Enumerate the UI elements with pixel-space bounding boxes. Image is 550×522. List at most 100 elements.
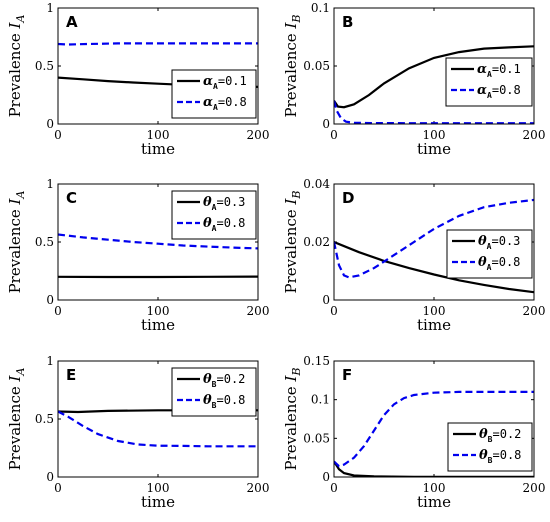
y-tick-label: 0.1 <box>311 1 330 15</box>
legend: θB=0.2 θB=0.8 <box>447 422 533 472</box>
legend-entry: αA=0.8 <box>477 83 521 100</box>
legend-box <box>171 367 257 417</box>
x-tick-label: 0 <box>54 304 62 318</box>
x-tick-label: 200 <box>523 481 546 495</box>
x-axis-label: time <box>141 316 175 334</box>
x-tick-label: 0 <box>54 481 62 495</box>
x-tick-label: 0 <box>330 304 338 318</box>
panel-letter: C <box>66 189 77 207</box>
y-tick-label: 0.04 <box>303 177 330 191</box>
x-axis-label: time <box>417 493 451 511</box>
y-tick-label: 0.15 <box>303 354 330 368</box>
series-line-2 <box>334 390 534 468</box>
x-tick-label: 100 <box>423 304 446 318</box>
series-line-2 <box>334 198 534 279</box>
legend-entry: θA=0.8 <box>203 216 245 233</box>
panel-letter: B <box>342 13 353 31</box>
y-axis-label: Prevalence IA <box>6 368 27 471</box>
series-line-2 <box>58 410 258 448</box>
x-axis-label: time <box>417 316 451 334</box>
legend-entry: θB=0.2 <box>479 427 521 444</box>
legend-entry: θB=0.8 <box>479 448 521 465</box>
legend-entry: αA=0.8 <box>203 95 247 112</box>
y-axis-label: Prevalence IA <box>6 15 27 118</box>
series-line-2 <box>58 233 258 250</box>
y-axis-label: Prevalence IB <box>282 15 303 118</box>
y-tick-label: 0 <box>322 470 330 484</box>
y-tick-label: 1 <box>46 1 54 15</box>
y-tick-label: 0 <box>46 117 54 131</box>
legend-entry: αA=0.1 <box>203 74 247 91</box>
x-tick-label: 200 <box>247 128 270 142</box>
x-tick-label: 200 <box>523 128 546 142</box>
y-tick-label: 0 <box>322 117 330 131</box>
legend-box <box>171 190 257 240</box>
legend-box <box>171 69 257 119</box>
plot-frame <box>57 7 259 125</box>
x-tick-label: 200 <box>523 304 546 318</box>
x-axis-label: time <box>417 140 451 158</box>
y-axis-label: Prevalence IB <box>282 191 303 294</box>
x-tick-label: 0 <box>330 481 338 495</box>
legend-box <box>446 229 533 279</box>
series-line-1 <box>334 240 534 294</box>
panel-letter: E <box>66 366 76 384</box>
plot-frame <box>333 7 535 125</box>
legend-entry: θB=0.2 <box>203 372 245 389</box>
y-tick-label: 0.5 <box>35 59 54 73</box>
legend-entry: θA=0.3 <box>203 195 245 212</box>
legend: θA=0.3 θA=0.8 <box>171 190 257 240</box>
plot-frame <box>333 183 535 301</box>
legend: αA=0.1 αA=0.8 <box>171 69 257 119</box>
series-line-1 <box>334 45 534 109</box>
legend: αA=0.1 αA=0.8 <box>445 57 533 107</box>
legend-box <box>445 57 533 107</box>
x-tick-label: 0 <box>330 128 338 142</box>
legend-entry: θA=0.8 <box>478 255 520 272</box>
x-axis-label: time <box>141 493 175 511</box>
y-tick-label: 0.05 <box>303 431 330 445</box>
x-axis-label: time <box>141 140 175 158</box>
plot-frame <box>57 183 259 301</box>
y-tick-label: 0 <box>46 470 54 484</box>
series-line-2 <box>58 42 258 46</box>
y-tick-label: 0.5 <box>35 235 54 249</box>
y-tick-label: 0.5 <box>35 412 54 426</box>
x-tick-label: 200 <box>247 481 270 495</box>
x-tick-label: 100 <box>147 304 170 318</box>
plot-frame <box>333 360 535 478</box>
legend: θB=0.2 θB=0.8 <box>171 367 257 417</box>
y-tick-label: 0 <box>46 293 54 307</box>
y-tick-label: 0.1 <box>311 393 330 407</box>
legend-entry: θA=0.3 <box>478 234 520 251</box>
x-tick-label: 100 <box>147 128 170 142</box>
legend-box <box>447 422 533 472</box>
panel-letter: D <box>342 189 354 207</box>
x-tick-label: 100 <box>423 481 446 495</box>
legend-entry: αA=0.1 <box>477 62 521 79</box>
panel-letter: F <box>342 366 352 384</box>
y-axis-label: Prevalence IA <box>6 191 27 294</box>
y-tick-label: 1 <box>46 354 54 368</box>
y-tick-label: 0 <box>322 293 330 307</box>
y-tick-label: 1 <box>46 177 54 191</box>
x-tick-label: 100 <box>423 128 446 142</box>
legend-entry: θB=0.8 <box>203 393 245 410</box>
series-line-2 <box>334 100 534 124</box>
x-tick-label: 0 <box>54 128 62 142</box>
legend: θA=0.3 θA=0.8 <box>446 229 533 279</box>
x-tick-label: 100 <box>147 481 170 495</box>
y-tick-label: 0.02 <box>303 235 330 249</box>
y-axis-label: Prevalence IB <box>282 368 303 471</box>
y-tick-label: 0.05 <box>303 59 330 73</box>
plot-frame <box>57 360 259 478</box>
x-tick-label: 200 <box>247 304 270 318</box>
panel-letter: A <box>66 13 78 31</box>
